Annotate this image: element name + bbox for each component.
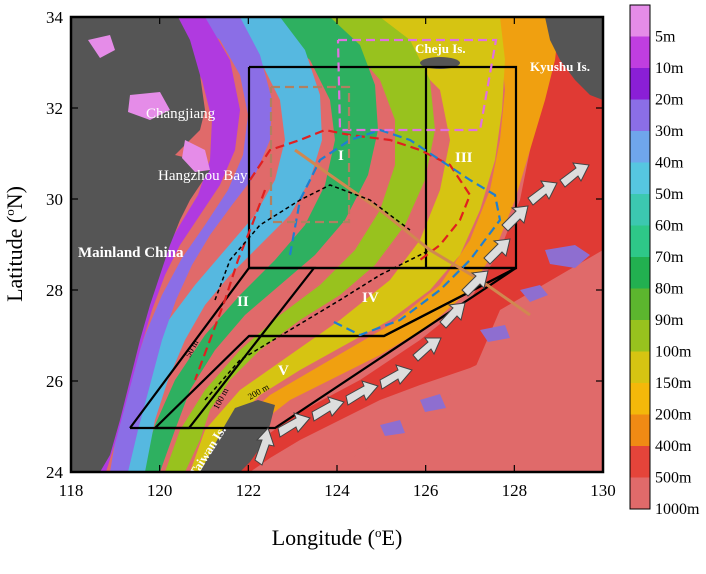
colorbar-label: 70m [655,249,684,266]
magenta-dashed-box [336,38,498,132]
colorbar-label: 200m [655,407,692,424]
colorbar-label: 30m [655,123,684,140]
colorbar-swatch [630,99,650,131]
depth-band-30m [110,17,272,472]
label-kyushu: Kyushu Is. [530,59,590,74]
kyushu-island [545,17,603,100]
kuroshio-arrow [345,380,379,406]
x-tick-label: 118 [59,481,84,500]
x-tick-label: 126 [413,481,439,500]
dashed-overlays [193,38,531,401]
x-tick-label: 130 [590,481,616,500]
tan-transect [294,148,531,317]
depth-band-150m [190,17,505,472]
y-tick-label: 32 [46,99,63,118]
kuroshio-arrows [254,162,590,466]
x-tick-label: 128 [502,481,528,500]
colorbar-label: 150m [655,375,692,392]
colorbar-label: 60m [655,218,684,235]
y-tick-label: 34 [46,8,64,27]
ryukyu-islands [380,245,590,436]
kuroshio-arrow [483,238,511,265]
label-region-v: V [278,363,289,379]
colorbar-swatch [630,446,650,478]
colorbar-swatch [630,288,650,320]
label-hangzhou-bay: Hangzhou Bay [158,168,248,184]
black-dashed-isobath [214,184,411,301]
colorbar-swatch [630,36,650,68]
kuroshio-arrow [254,427,275,466]
kuroshio-arrow [311,396,345,422]
colorbar-swatch [630,351,650,383]
y-tick-label: 30 [46,190,63,209]
colorbar-swatch [630,194,650,226]
taiwan-island [200,400,275,472]
colorbar-swatch [630,414,650,446]
colorbar-label: 20m [655,92,684,109]
box-lower [154,267,517,430]
axis-ticks [70,16,604,473]
colorbar-label: 100m [655,344,692,361]
label-region-ii: II [237,294,249,310]
kuroshio-arrow [501,205,529,232]
colorbar-label: 90m [655,312,684,329]
mainland-china [71,17,210,472]
tan-dashed-box [269,85,351,224]
depth-band-100m [165,17,435,472]
kuroshio-arrow [379,364,413,390]
red-dashed-contour-south [193,189,267,381]
x-axis-label: Longitude (oE) [272,525,403,550]
label-region-iv: IV [362,290,379,306]
axis-tick-labels: 118 120 122 124 126 128 130 24 26 28 30 32 34 [46,8,616,500]
colorbar-swatch [630,5,650,37]
kuroshio-arrow [527,180,558,206]
colorbar-swatch [630,477,650,509]
label-mainland-china: Mainland China [78,245,184,261]
colorbar-label: 500m [655,470,692,487]
x-tick-label: 120 [147,481,173,500]
colorbar-label: 50m [655,186,684,203]
colorbar-label: 80m [655,281,684,298]
colorbar-frame [629,4,651,510]
colorbar-swatch [630,383,650,415]
kuroshio-arrow [559,162,590,188]
x-tick-label: 122 [236,481,262,500]
depth-colorbar [629,4,651,510]
coastal-shallows [88,35,210,172]
kuroshio-arrow [439,302,466,329]
label-region-iii: III [455,150,473,166]
colorbar-label: 40m [655,155,684,172]
black-dashed-isobath-2 [204,249,431,401]
red-dashed-contour [249,128,472,261]
colorbar-swatch [630,225,650,257]
depth-band-1000m [330,250,603,472]
colorbar-swatch [630,68,650,100]
label-cheju: Cheju Is. [415,41,466,56]
kuroshio-arrow [277,412,311,438]
colorbar-label: 400m [655,438,692,455]
colorbar-label: 1000m [655,501,700,518]
colorbar-swatch [630,162,650,194]
colorbar-labels: 5m 10m 20m 30m 40m 50m 60m 70m 80m 90m 100m 150m 200… [655,29,700,519]
colorbar-swatch [630,320,650,352]
depth-band-50m [120,17,322,472]
colorbar-label: 10m [655,60,684,77]
kuroshio-arrow [461,270,489,297]
colorbar-label: 5m [655,29,676,46]
kuroshio-arrow [412,337,442,362]
y-tick-label: 28 [46,281,63,300]
label-region-i: I [338,148,344,164]
y-tick-label: 24 [46,463,64,482]
colorbar-swatch [630,257,650,289]
blue-dashed-contour [288,128,502,337]
depth-band-80m [140,17,378,472]
map-area [71,17,603,472]
y-axis-label: Latitude (oN) [2,186,27,302]
x-tick-label: 124 [324,481,350,500]
colorbar-swatch [630,131,650,163]
y-tick-label: 26 [46,372,63,391]
label-changjiang: Changjiang [146,106,216,122]
region-boxes [129,65,518,430]
